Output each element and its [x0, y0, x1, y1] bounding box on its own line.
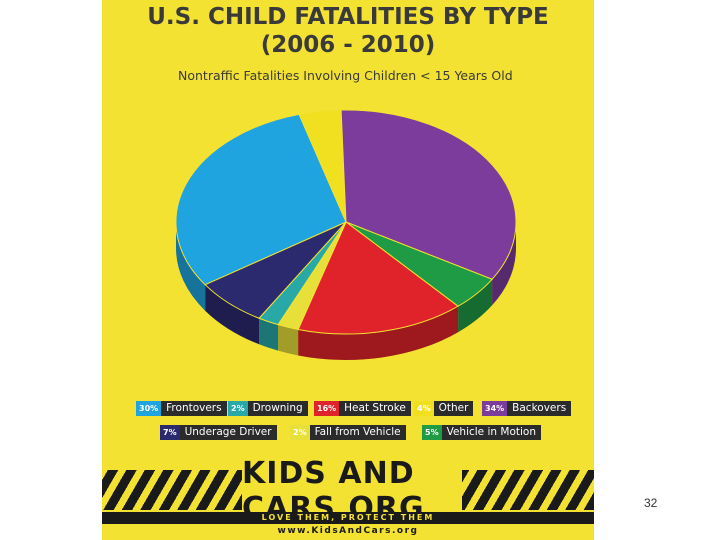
legend-pct: 16% — [314, 401, 340, 416]
page-number: 32 — [644, 496, 658, 510]
legend-label: Frontovers — [166, 402, 222, 414]
website-url: www.KidsAndCars.org — [277, 526, 419, 536]
pie-slice-heat-stroke — [297, 221, 459, 335]
logo: KIDS AND CARS.ORG — [242, 456, 462, 526]
pie-slice-frontovers — [175, 113, 347, 286]
legend-label: Heat Stroke — [344, 402, 406, 414]
tagline: LOVE THEM, PROTECT THEM — [102, 512, 594, 524]
legend-item-backovers: 34% Backovers — [482, 401, 572, 416]
chart-title-years: (2006 - 2010) — [260, 32, 436, 58]
legend-label: Underage Driver — [184, 426, 272, 438]
legend-pct: 34% — [482, 401, 508, 416]
legend-label: Drowning — [252, 402, 303, 414]
legend-item-drowning: 2% Drowning — [228, 401, 308, 416]
legend-pct: 4% — [414, 401, 434, 416]
legend-pct: 5% — [422, 425, 442, 440]
legend-pct: 30% — [136, 401, 162, 416]
pie-side-drowning — [259, 318, 279, 351]
legend-pct: 2% — [228, 401, 248, 416]
legend-label: Vehicle in Motion — [446, 426, 536, 438]
legend-label: Other — [438, 402, 469, 414]
legend-item-vehicle-in-motion: 5% Vehicle in Motion — [422, 425, 541, 440]
pie-side-heat-stroke — [298, 306, 459, 361]
legend-pct: 7% — [160, 425, 180, 440]
legend-item-frontovers: 30% Frontovers — [136, 401, 227, 416]
pie-side-frontovers — [176, 222, 206, 311]
poster: U.S. CHILD FATALITIES BY TYPE (2006 - 20… — [102, 0, 594, 540]
legend-label: Backovers — [512, 402, 567, 414]
legend-item-heat-stroke: 16% Heat Stroke — [314, 401, 411, 416]
pie-side-underage-driver — [205, 284, 260, 345]
pie-side-fall-from-vehicle — [278, 324, 299, 356]
pie-chart — [175, 109, 517, 361]
chart-subtitle: Nontraffic Fatalities Involving Children… — [178, 68, 513, 83]
legend-pct: 2% — [290, 425, 310, 440]
legend-item-fall-from-vehicle: 2% Fall from Vehicle — [290, 425, 406, 440]
legend-label: Fall from Vehicle — [314, 426, 401, 438]
pie-side-vehicle-in-motion — [458, 279, 493, 333]
legend-item-other: 4% Other — [414, 401, 474, 416]
legend-item-underage-driver: 7% Underage Driver — [160, 425, 277, 440]
chart-title: U.S. CHILD FATALITIES BY TYPE — [147, 4, 549, 30]
